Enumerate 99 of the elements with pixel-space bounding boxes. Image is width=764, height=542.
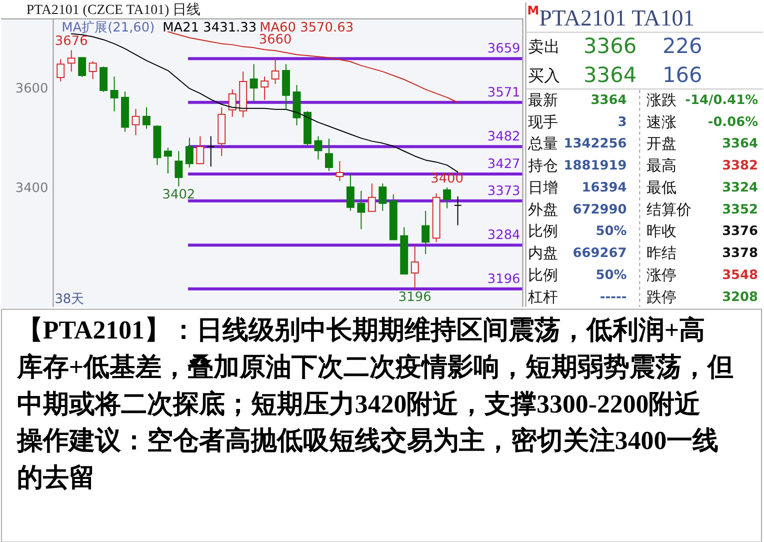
text: 16394 — [582, 180, 627, 196]
chart-title: PTA2101 (CZCE TA101) 日线 — [26, 2, 201, 18]
text: 226 — [662, 34, 702, 58]
text: 昨收 — [646, 222, 677, 240]
text: 库存+低基差，叠加原油下次二次疫情影响，短期弱势震荡，但 — [16, 352, 734, 382]
ref-line-label: 3482 — [487, 130, 520, 145]
text: -0.06% — [708, 114, 758, 130]
text: 3364 — [584, 62, 637, 87]
ref-line-label: 3427 — [487, 157, 520, 172]
candlestick — [443, 186, 452, 209]
text: 结算价 — [646, 200, 692, 218]
candlestick — [260, 76, 269, 100]
candlestick — [110, 76, 118, 112]
candlestick — [410, 245, 419, 290]
text: 3376 — [722, 224, 758, 240]
candlestick — [346, 174, 354, 212]
text: 3 — [618, 114, 627, 130]
text: 最低 — [646, 178, 677, 196]
legend-title: MA扩展(21,60) — [62, 20, 155, 36]
candlestick — [88, 60, 97, 80]
ref-line-label: 3659 — [487, 42, 520, 57]
candlestick — [78, 56, 86, 78]
text: 现手 — [528, 112, 558, 131]
text: 50% — [596, 268, 627, 283]
candlestick — [368, 182, 376, 212]
text: MA21 3431.33 — [162, 20, 257, 36]
text: 内盘 — [528, 244, 558, 262]
text: 3352 — [722, 202, 758, 218]
candlestick — [324, 138, 333, 172]
text: PTA2101 TA101 — [539, 5, 695, 30]
text: 1881919 — [564, 158, 627, 174]
ref-line-label: 3373 — [487, 184, 520, 199]
candlestick — [164, 147, 172, 174]
y-tick-label: 3600 — [15, 81, 48, 96]
text: 3364 — [590, 92, 627, 108]
candlestick — [56, 58, 65, 82]
ref-line-label: 3571 — [487, 85, 520, 100]
text: 最新 — [528, 90, 558, 109]
text: 日增 — [528, 178, 558, 196]
candlestick — [378, 182, 387, 212]
text: 开盘 — [646, 134, 677, 153]
text: 比例 — [528, 266, 558, 284]
candlestick — [357, 190, 366, 230]
text: 杠杆 — [527, 288, 558, 306]
annotation: 38天 — [54, 292, 84, 307]
ref-line-label: 3196 — [487, 272, 520, 287]
candlestick — [67, 50, 76, 72]
text: 【PTA2101】：日线级别中长期期维持区间震荡，低利润+高 — [16, 316, 706, 345]
text: 的去留 — [16, 462, 95, 492]
candlestick — [228, 88, 236, 118]
candlestick — [422, 210, 430, 255]
text: ----- — [600, 290, 627, 305]
ref-line-label: 3284 — [487, 228, 520, 244]
text: 操作建议：空仓者高抛低吸短线交易为主，密切关注3400一线 — [16, 426, 719, 456]
candlestick — [250, 64, 258, 102]
candlestick — [271, 58, 280, 84]
text: 涨跌 — [646, 90, 677, 109]
text: 3378 — [722, 246, 758, 262]
annotation: 3196 — [398, 290, 432, 305]
candlestick — [196, 136, 204, 165]
candlestick — [174, 150, 183, 187]
text: M — [527, 3, 540, 18]
line-series — [167, 31, 458, 103]
candlestick — [314, 136, 322, 160]
text: 最高 — [646, 156, 677, 175]
text: 涨停 — [646, 266, 677, 284]
text: -14/0.41% — [685, 92, 758, 108]
annotation: 3402 — [162, 187, 196, 202]
annotation: 3660 — [258, 32, 292, 48]
candlestick — [206, 136, 215, 168]
text: 1342256 — [564, 136, 627, 152]
text: 跌停 — [646, 288, 677, 306]
candlestick — [454, 196, 462, 226]
text: 中期或将二次探底；短期压力3420附近，支撑3300-2200附近 — [16, 389, 701, 418]
text: 买入 — [528, 66, 560, 85]
candlestick — [185, 137, 194, 168]
text: 总量 — [527, 134, 558, 153]
text: 3208 — [722, 290, 758, 305]
text: 3548 — [722, 268, 758, 283]
text: 672990 — [572, 202, 627, 218]
text: 3364 — [722, 136, 758, 152]
text: 3324 — [722, 180, 758, 196]
candlestick — [142, 106, 150, 130]
text: 3366 — [584, 34, 637, 58]
candlestick — [132, 108, 140, 136]
text: 持仓 — [528, 156, 558, 175]
text: 速涨 — [646, 112, 677, 131]
text: 比例 — [528, 222, 558, 240]
text: 669267 — [572, 246, 627, 262]
text: 昨结 — [646, 244, 677, 262]
annotation: 3676 — [54, 34, 88, 50]
annotation: 3400 — [430, 171, 464, 186]
text: 卖出 — [528, 37, 560, 56]
candlestick — [336, 160, 344, 182]
text: 50% — [596, 224, 627, 240]
text: 3382 — [722, 158, 758, 174]
text: 外盘 — [528, 200, 558, 218]
text: 166 — [662, 62, 702, 87]
candlestick — [100, 66, 108, 92]
